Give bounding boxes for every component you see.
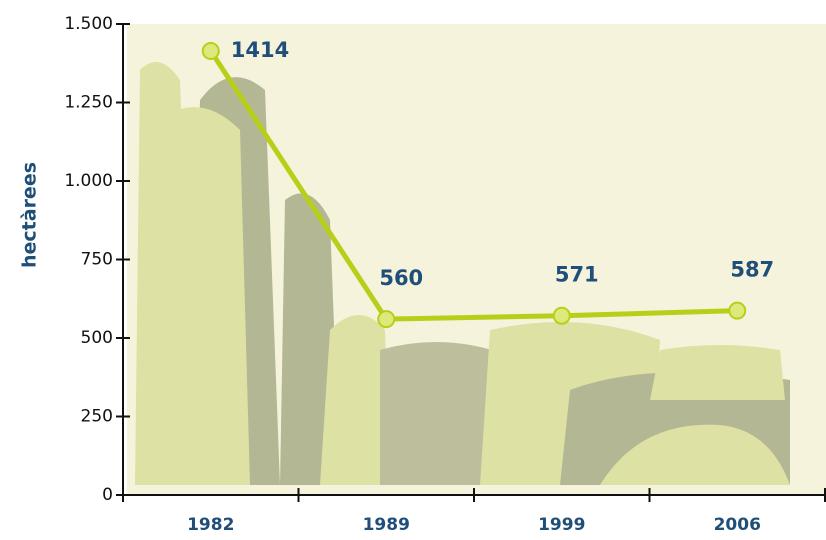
y-tick-label: 250 bbox=[81, 407, 113, 427]
data-label: 560 bbox=[379, 266, 423, 290]
y-tick-label: 1.500 bbox=[64, 14, 113, 34]
x-tick-label: 1982 bbox=[187, 515, 234, 535]
data-point bbox=[377, 310, 396, 329]
y-tick-label: 1.250 bbox=[64, 93, 113, 113]
y-axis-title: hectàrees bbox=[19, 162, 41, 268]
data-label: 587 bbox=[730, 258, 774, 282]
y-tick-label: 1.000 bbox=[64, 171, 113, 191]
x-tick-label: 1999 bbox=[538, 515, 585, 535]
data-point bbox=[728, 301, 747, 320]
landscape-illustration bbox=[135, 62, 790, 486]
x-tick-label: 1989 bbox=[363, 515, 410, 535]
y-tick-label: 750 bbox=[81, 250, 113, 270]
y-tick-label: 500 bbox=[81, 328, 113, 348]
data-point bbox=[201, 42, 220, 61]
data-label: 571 bbox=[555, 263, 599, 287]
data-line bbox=[208, 49, 738, 322]
x-tick-label: 2006 bbox=[714, 515, 761, 535]
data-point bbox=[552, 306, 571, 325]
data-label: 1414 bbox=[231, 38, 289, 62]
y-tick-label: 0 bbox=[102, 485, 113, 505]
